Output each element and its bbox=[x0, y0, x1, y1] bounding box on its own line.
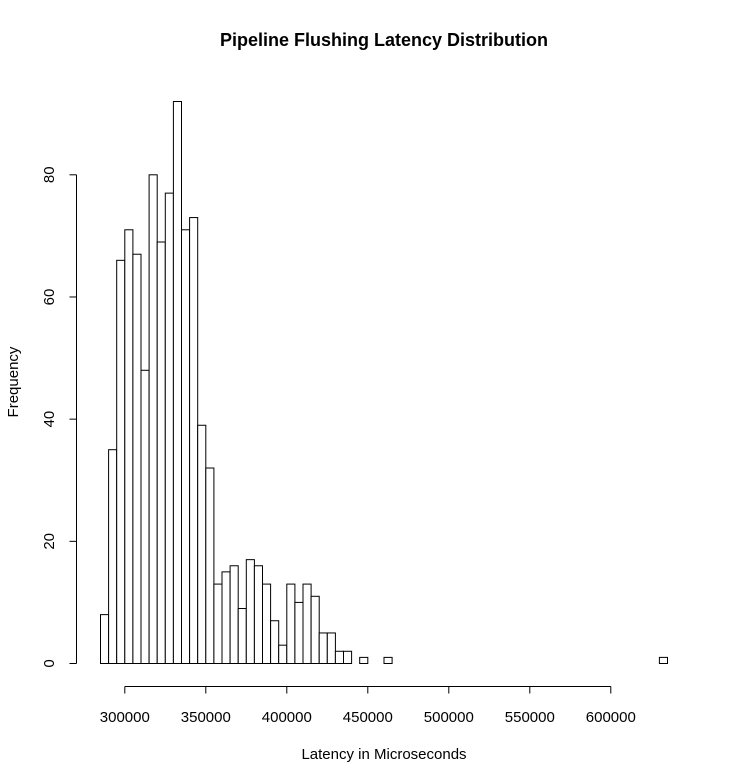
histogram-bar bbox=[197, 424, 207, 665]
histogram-bar bbox=[318, 632, 328, 665]
histogram-bar bbox=[108, 449, 118, 665]
histogram-bar bbox=[245, 559, 255, 665]
chart-title: Pipeline Flushing Latency Distribution bbox=[220, 30, 548, 50]
histogram-bar bbox=[229, 565, 239, 665]
histogram-bar bbox=[310, 595, 320, 664]
histogram-bar bbox=[100, 614, 110, 665]
histogram-bar bbox=[253, 565, 263, 665]
y-tick-label: 40 bbox=[41, 411, 58, 428]
y-tick-label: 0 bbox=[41, 659, 58, 667]
x-tick-label: 600000 bbox=[586, 709, 636, 726]
histogram-bar bbox=[140, 369, 150, 664]
y-tick-label: 80 bbox=[41, 166, 58, 183]
histogram-bar bbox=[359, 656, 369, 665]
histogram-bar bbox=[164, 192, 174, 664]
x-axis: 300000 350000 400000 450000 500000 550000 6000… bbox=[100, 686, 636, 726]
x-tick-label: 450000 bbox=[343, 709, 393, 726]
histogram-bar bbox=[383, 656, 393, 665]
histogram-bar bbox=[326, 632, 336, 665]
histogram-bar bbox=[294, 601, 304, 664]
histogram-bar bbox=[172, 101, 182, 664]
histogram-bar bbox=[181, 229, 191, 664]
histogram-bar bbox=[278, 644, 288, 664]
histogram-bar bbox=[189, 217, 199, 664]
histogram-bar bbox=[237, 608, 247, 665]
histogram-bar bbox=[124, 229, 134, 664]
histogram-bar bbox=[132, 253, 142, 664]
histogram-bar bbox=[334, 650, 344, 665]
histogram-bar bbox=[156, 241, 166, 664]
histogram-bar bbox=[213, 583, 223, 665]
y-tick-label: 20 bbox=[41, 533, 58, 550]
histogram-bar bbox=[116, 259, 126, 664]
histogram-bar bbox=[221, 571, 231, 664]
histogram-bar bbox=[270, 620, 280, 664]
x-tick-label: 300000 bbox=[100, 709, 150, 726]
x-tick-label: 500000 bbox=[424, 709, 474, 726]
x-tick-label: 550000 bbox=[505, 709, 555, 726]
histogram-bar bbox=[302, 583, 312, 665]
bars-group bbox=[100, 101, 669, 665]
y-axis: 0 20 40 60 80 bbox=[41, 166, 77, 668]
y-tick-label: 60 bbox=[41, 289, 58, 306]
x-tick-label: 350000 bbox=[181, 709, 231, 726]
histogram-bar bbox=[205, 467, 215, 664]
histogram-bar bbox=[343, 650, 353, 665]
histogram-bar bbox=[286, 583, 296, 665]
x-axis-label: Latency in Microseconds bbox=[301, 746, 466, 763]
histogram-bar bbox=[262, 583, 272, 665]
x-tick-label: 400000 bbox=[262, 709, 312, 726]
histogram-bar bbox=[148, 174, 158, 665]
y-axis-label: Frequency bbox=[5, 346, 22, 417]
histogram-bar bbox=[658, 656, 669, 665]
